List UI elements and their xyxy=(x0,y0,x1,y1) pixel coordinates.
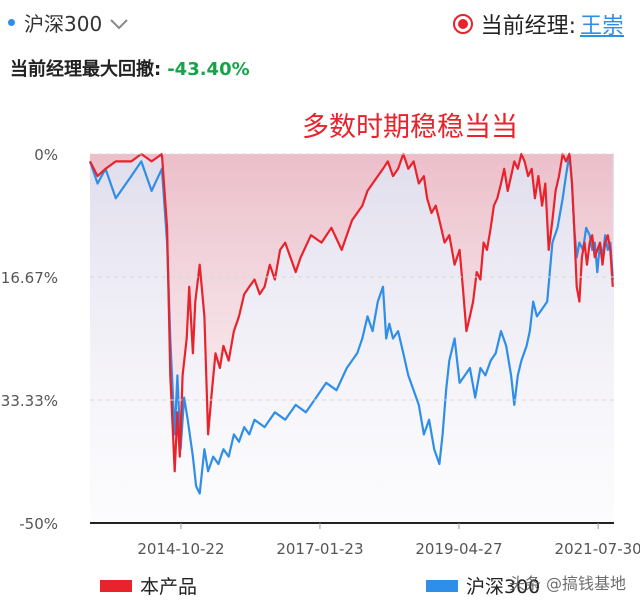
benchmark-line xyxy=(88,152,614,495)
max-drawdown-label: 当前经理最大回撤: xyxy=(10,59,162,80)
legend-item-benchmark[interactable]: 沪深300 xyxy=(426,572,540,599)
legend-item-product[interactable]: 本产品 xyxy=(100,572,197,599)
chart-annotation: 多数时期稳稳当当 xyxy=(302,112,518,143)
y-tick-label: -33.33% xyxy=(0,392,58,410)
legend-swatch-product xyxy=(100,579,132,592)
benchmark-label: 沪深300 xyxy=(24,12,103,36)
benchmark-dot-icon xyxy=(8,19,15,26)
x-tick-label: 2019-04-27 xyxy=(415,540,502,558)
y-tick-label: -50% xyxy=(19,515,58,533)
max-drawdown: 当前经理最大回撤: -43.40% xyxy=(10,55,250,81)
y-tick-label: 0% xyxy=(34,146,58,164)
legend-label: 本产品 xyxy=(140,576,198,598)
current-manager: 当前经理: 王崇 xyxy=(452,8,624,40)
x-tick-label: 2021-07-30 xyxy=(555,540,640,558)
chevron-down-icon[interactable] xyxy=(110,19,128,30)
manager-name-link[interactable]: 王崇 xyxy=(579,14,624,39)
benchmark-selector[interactable]: 沪深300 xyxy=(8,8,128,37)
y-tick-label: -16.67% xyxy=(0,269,58,287)
manager-prefix: 当前经理: xyxy=(480,14,576,39)
legend-swatch-benchmark xyxy=(426,579,458,592)
radio-selected-icon[interactable] xyxy=(452,14,473,34)
legend-label: 沪深300 xyxy=(466,576,541,598)
x-tick-label: 2014-10-22 xyxy=(137,540,224,558)
product-area xyxy=(90,154,613,472)
header-row: 沪深300 当前经理: 王崇 xyxy=(0,0,640,48)
watermark: 头条 @搞钱基地 xyxy=(508,574,626,593)
max-drawdown-value: -43.40% xyxy=(167,59,250,80)
drawdown-chart: 0% -16.67% -33.33% -50% 2014-10-22 2017-01-23… xyxy=(0,112,640,558)
x-tick-label: 2017-01-23 xyxy=(276,540,363,558)
